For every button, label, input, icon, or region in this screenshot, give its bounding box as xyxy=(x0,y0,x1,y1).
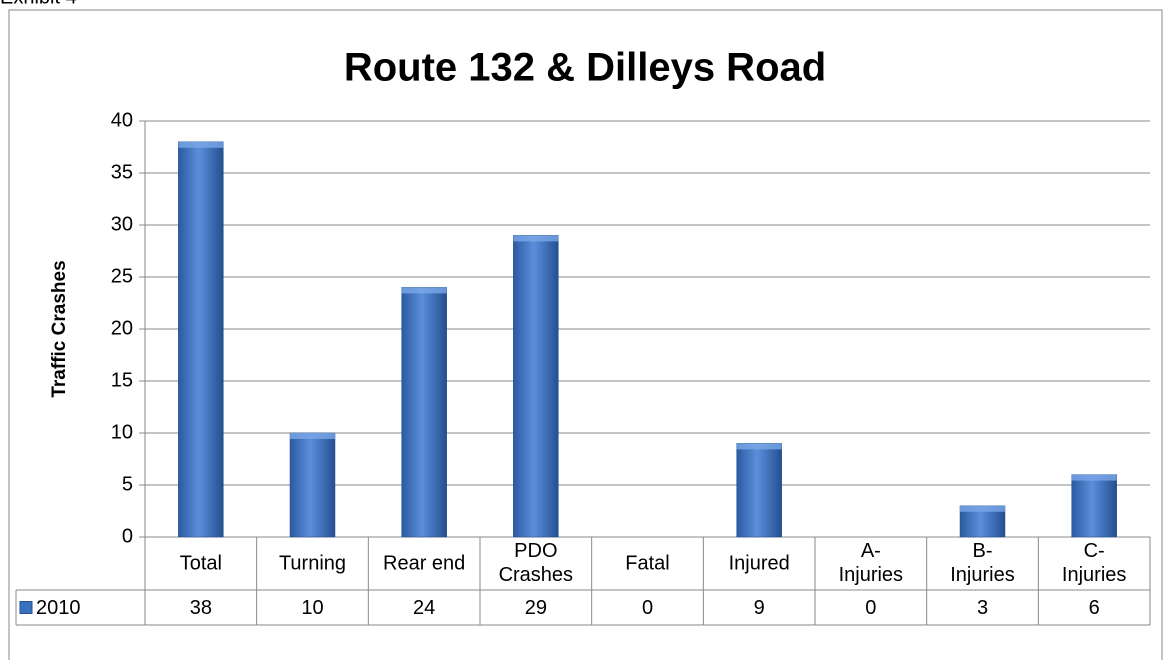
x-tick-label: Fatal xyxy=(625,552,669,574)
x-tick-label: PDO Crashes xyxy=(499,540,573,586)
x-tick-label: B-Injuries xyxy=(950,540,1014,586)
table-value: 0 xyxy=(642,597,653,619)
bar xyxy=(736,443,782,538)
bar-cap xyxy=(178,141,224,148)
chart-border xyxy=(8,9,1163,660)
table-value: 10 xyxy=(301,597,323,619)
x-tick-label: Total xyxy=(180,552,222,574)
table-value: 24 xyxy=(413,597,435,619)
legend-label: 2010 xyxy=(36,597,81,619)
bar-cap xyxy=(401,287,447,294)
legend-swatch xyxy=(19,601,33,614)
bar xyxy=(513,235,559,538)
y-tick-label: 40 xyxy=(111,109,133,131)
y-tick-label: 25 xyxy=(111,265,133,287)
table-value: 6 xyxy=(1089,597,1100,619)
bar xyxy=(401,287,447,538)
y-tick-label: 5 xyxy=(122,473,133,495)
y-tick-label: 30 xyxy=(111,213,133,235)
y-tick-label: 35 xyxy=(111,161,133,183)
bar-cap xyxy=(513,235,559,242)
bar-cap xyxy=(960,505,1005,512)
table-value: 29 xyxy=(525,597,547,619)
x-tick-label: C-Injuries xyxy=(1062,540,1126,586)
bar-cap xyxy=(1071,474,1117,481)
x-tick-label: Injured xyxy=(729,552,790,574)
bar-cap xyxy=(736,443,782,450)
y-tick-label: 20 xyxy=(111,317,133,339)
y-tick-label: 0 xyxy=(122,525,133,547)
bar xyxy=(1071,474,1117,538)
y-tick-label: 15 xyxy=(111,369,133,391)
exhibit-label: Exhibit 4 xyxy=(0,0,77,8)
x-tick-label: Rear end xyxy=(383,552,465,574)
table-value: 9 xyxy=(754,597,765,619)
chart-title: Route 132 & Dilleys Road xyxy=(344,46,826,90)
y-tick-label: 10 xyxy=(111,421,133,443)
table-value: 38 xyxy=(190,597,212,619)
y-axis-label: Traffic Crashes xyxy=(49,260,70,397)
x-tick-label: A-Injuries xyxy=(839,540,903,586)
bar xyxy=(178,141,224,538)
bar xyxy=(289,432,336,538)
table-value: 3 xyxy=(977,597,988,619)
x-tick-label: Turning xyxy=(279,552,346,574)
bar-cap xyxy=(290,433,335,439)
table-value: 0 xyxy=(865,597,876,619)
